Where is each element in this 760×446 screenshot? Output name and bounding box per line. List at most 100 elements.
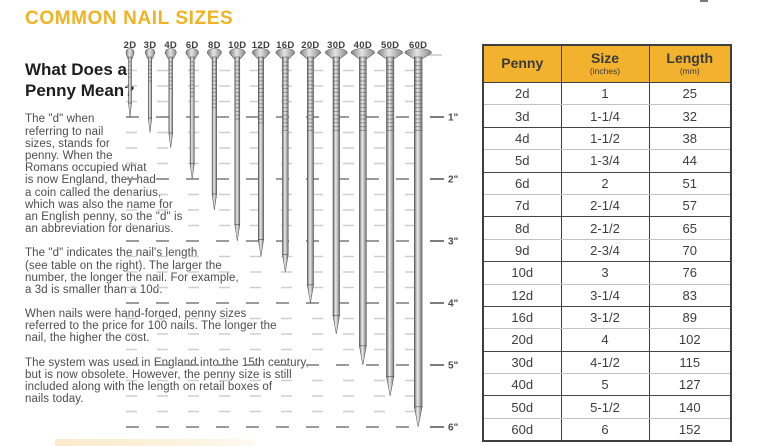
nail-point — [148, 117, 152, 133]
table-body: 2d 1 25 3d 1-1/4 32 4d 1-1/2 38 5d 1-3/4 44 6d 2 51 7d 2… — [482, 81, 732, 442]
table-cell: 10d — [482, 261, 562, 285]
table-cell: 115 — [648, 351, 732, 375]
explainer-column: What Does a Penny Mean? The "d" when ref… — [25, 60, 365, 417]
table-cell: 102 — [648, 328, 732, 352]
table-cell: 9d — [482, 239, 562, 263]
nail-6d: 6D — [185, 40, 199, 180]
nail-head — [404, 48, 432, 59]
table-cell: 60d — [482, 418, 562, 442]
nail-head — [299, 48, 321, 59]
table-cell: 3-1/2 — [560, 306, 650, 330]
nail-label-10d: 10D — [228, 40, 246, 51]
table-cell: 76 — [648, 261, 732, 285]
nail-label-20d: 20D — [301, 40, 319, 51]
table-cell: 30d — [482, 351, 562, 375]
ruler-label-5: 5" — [448, 361, 459, 372]
nail-head — [325, 48, 348, 59]
nail-label-40d: 40D — [354, 40, 372, 51]
table-cell: 16d — [482, 306, 562, 330]
table-row: 4d 1-1/2 38 — [482, 127, 732, 151]
nail-12d: 12D — [252, 40, 270, 257]
table-cell: 152 — [648, 418, 732, 442]
nail-point — [257, 239, 264, 257]
table-cell: 65 — [648, 216, 732, 240]
ruler-label-6: 6" — [448, 423, 459, 434]
nail-30d: 30D — [325, 40, 348, 335]
nail-60d: 60D — [404, 40, 432, 428]
table-cell: 6 — [560, 418, 650, 442]
table-cell: 1-3/4 — [560, 149, 650, 173]
nail-head — [251, 48, 270, 59]
nail-label-30d: 30D — [327, 40, 345, 51]
table-cell: 32 — [648, 104, 732, 128]
nail-point — [128, 102, 132, 118]
nail-point — [386, 376, 395, 397]
table-row: 12d 3-1/4 83 — [482, 284, 732, 307]
table-cell: 83 — [648, 284, 732, 307]
nail-point — [307, 284, 314, 304]
table-cell: 5-1/2 — [560, 395, 650, 419]
nail-shaft — [168, 56, 173, 134]
table-cell: 8d — [482, 216, 562, 240]
nail-shaft — [307, 56, 314, 286]
nail-head — [185, 48, 199, 59]
table-row: 20d 4 102 — [482, 328, 732, 352]
ruler-label-3: 3" — [448, 237, 459, 248]
nail-label-12d: 12D — [252, 40, 270, 51]
table-cell: 3d — [482, 104, 562, 128]
nail-8d: 8D — [206, 40, 222, 211]
nail-label-50d: 50D — [381, 40, 399, 51]
table-cell: 89 — [648, 306, 732, 330]
table-cell: 12d — [482, 284, 562, 307]
ruler-label-2: 2" — [448, 175, 459, 186]
nail-point — [413, 406, 423, 428]
table-cell: 4d — [482, 127, 562, 151]
inch-ruler: 1" 2" 3" 4" 5" 6" — [126, 54, 459, 434]
nail-shaft — [234, 56, 241, 225]
table-row: 60d 6 152 — [482, 418, 732, 442]
table-row: 8d 2-1/2 65 — [482, 216, 732, 240]
table-cell: 2-1/4 — [560, 194, 650, 218]
nail-label-6d: 6D — [186, 40, 199, 51]
table-header: Penny Size (inches) Length (mm) — [482, 44, 732, 83]
table-cell: 25 — [648, 81, 732, 106]
table-row: 6d 2 51 — [482, 172, 732, 195]
nail-50d: 50D — [377, 40, 403, 397]
nail-label-4d: 4D — [164, 40, 177, 51]
table-row: 5d 1-3/4 44 — [482, 149, 732, 173]
nail-16d: 16D — [275, 40, 296, 273]
table-cell: 2d — [482, 81, 562, 106]
table-row: 50d 5-1/2 140 — [482, 395, 732, 419]
table-row: 40d 5 127 — [482, 373, 732, 397]
table-cell: 7d — [482, 194, 562, 218]
table-row: 16d 3-1/2 89 — [482, 306, 732, 330]
nail-label-3d: 3D — [144, 40, 157, 51]
ruler-label-4: 4" — [448, 299, 459, 310]
nail-label-60d: 60D — [409, 40, 427, 51]
nail-40d: 40D — [350, 40, 375, 366]
nail-20d: 20D — [299, 40, 321, 304]
nail-point — [234, 224, 241, 242]
table-cell: 127 — [648, 373, 732, 397]
nail-label-2d: 2D — [124, 40, 137, 51]
paragraph-length: The "d" indicates the nail's length (see… — [25, 247, 239, 296]
nail-size-diagram: 1" 2" 3" 4" 5" 6" 2D 3D 4D 6D 8D 10D 12D 16D 20D 30D 40… — [124, 40, 459, 434]
column-header-penny: Penny — [482, 44, 562, 83]
nail-size-table: Penny Size (inches) Length (mm) 2d 1 25 3d 1-1/4… — [482, 44, 732, 443]
table-cell: 2 — [560, 172, 650, 195]
table-cell: 140 — [648, 395, 732, 419]
nail-point — [359, 345, 367, 366]
column-header-length: Length (mm) — [648, 44, 732, 83]
nail-2d: 2D — [124, 40, 137, 118]
nails-group: 2D 3D 4D 6D 8D 10D 12D 16D 20D 30D 40D 50D 60D — [124, 40, 432, 428]
nail-head — [275, 48, 296, 59]
nail-label-8d: 8D — [208, 40, 221, 51]
nail-point — [168, 132, 173, 149]
table-cell: 4-1/2 — [560, 351, 650, 375]
table-cell: 3 — [560, 261, 650, 285]
nail-head — [377, 48, 403, 59]
table-cell: 40d — [482, 373, 562, 397]
ruler-label-1: 1" — [448, 113, 459, 124]
column-header-size: Size (inches) — [560, 44, 650, 83]
